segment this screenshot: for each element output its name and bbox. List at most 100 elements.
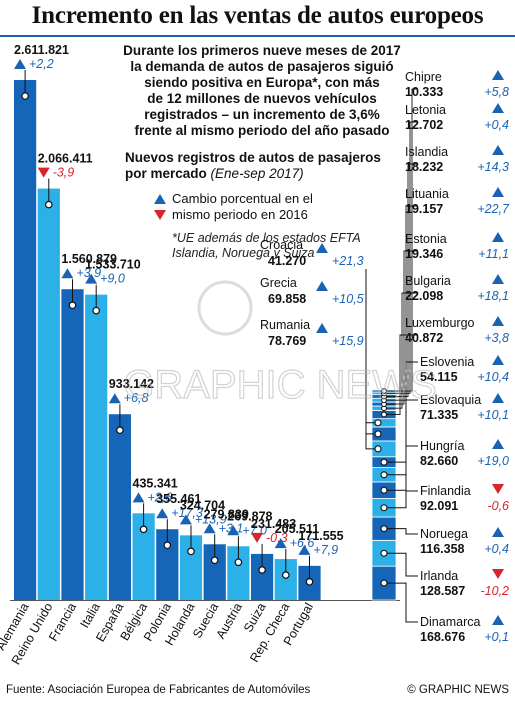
bar-change-label: +2,2	[29, 57, 54, 71]
segment-name-label: Islandia	[405, 145, 448, 159]
segment-change-label: -0,6	[487, 499, 509, 513]
change-up-icon	[298, 544, 311, 555]
footnote-line: *UE además de los estados EFTA	[172, 231, 361, 245]
intro-line: la demanda de autos de pasajeros siguió	[130, 59, 394, 74]
bar-change-label: +6,8	[124, 391, 149, 405]
bar-leader-dot	[68, 301, 77, 310]
change-down-icon	[492, 484, 504, 494]
change-up-icon	[492, 527, 504, 537]
legend-up-row: Cambio porcentual en el	[152, 191, 402, 207]
change-up-icon	[274, 538, 287, 549]
bar	[61, 289, 84, 600]
segment-leader-line	[384, 552, 418, 577]
segment-change-label: +10,1	[477, 408, 509, 422]
legend-label: Cambio porcentual en el	[172, 191, 313, 206]
segment-value-label: 71.335	[420, 408, 458, 422]
segment-value-label: 12.702	[405, 118, 443, 132]
segment-value-label: 69.858	[268, 292, 306, 306]
segment-change-label: +22,7	[477, 202, 510, 216]
bar-change-label: +17,3	[171, 506, 203, 520]
change-down-icon	[492, 569, 504, 579]
bar-leader-dot	[116, 426, 124, 435]
segment-leader-dot	[380, 486, 388, 494]
segment-change-label: +19,0	[477, 454, 509, 468]
intro-line: Durante los primeros nueve meses de 2017	[123, 43, 401, 58]
segment-name-label: Grecia	[260, 276, 297, 290]
segment-change-label: +10,5	[332, 292, 364, 306]
segment-name-label: Lituania	[405, 187, 449, 201]
bar-leader-dot	[163, 541, 172, 550]
segment-name-label: Eslovenia	[420, 355, 474, 369]
bar	[227, 546, 250, 600]
segment-leader-line	[384, 121, 418, 394]
bar	[274, 559, 297, 600]
segment-leader-dot	[380, 549, 388, 557]
bar-value-label: 231.483	[251, 517, 296, 531]
segment-change-label: +21,3	[332, 254, 364, 268]
segment-name-label: Irlanda	[420, 569, 458, 583]
bar-change-label: +6,6	[290, 536, 315, 550]
change-up-icon	[492, 145, 504, 155]
segment-value-label: 10.333	[405, 85, 443, 99]
bar-leader-dot	[139, 525, 148, 534]
intro-line: registrados – un incremento de 3,6%	[144, 107, 380, 122]
change-up-icon	[492, 232, 504, 242]
period-label: (Ene-sep 2017)	[210, 166, 304, 181]
footnote: *UE además de los estados EFTA Islandia,…	[172, 231, 402, 261]
bar-change-label: +9,0	[100, 272, 125, 286]
intro-line: frente al mismo periodo del año pasado	[134, 123, 390, 138]
bar-value-label: 205.511	[275, 522, 320, 536]
bar-value-label: 269.878	[227, 509, 272, 523]
segment-leader-line	[365, 269, 378, 424]
segment-leader-dot	[380, 471, 388, 479]
segment-leader-dot	[380, 504, 388, 512]
subhead-line: por mercado (Ene-sep 2017)	[125, 166, 415, 182]
change-up-icon	[14, 59, 26, 69]
title-rule	[0, 35, 515, 37]
bar-leader-dot	[258, 566, 266, 574]
change-down-icon	[251, 532, 263, 543]
segment-change-label: +11,1	[478, 247, 509, 261]
bar	[37, 188, 60, 600]
segment-name-label: Eslovaquia	[420, 393, 481, 407]
bar-value-label: 933.142	[109, 377, 154, 391]
segment-value-label: 116.358	[420, 542, 465, 556]
change-up-icon	[492, 393, 504, 403]
bar-value-label: 324.704	[180, 498, 225, 512]
change-up-icon	[492, 274, 504, 284]
change-up-icon	[108, 393, 121, 404]
segment-change-label: +0,1	[484, 630, 509, 644]
segment-name-label: Bulgaria	[405, 274, 451, 288]
down-triangle-icon	[154, 210, 166, 220]
segment-value-label: 18.232	[405, 160, 443, 174]
segment-leader-dot	[381, 388, 387, 394]
bar	[132, 513, 155, 600]
change-up-icon	[492, 439, 504, 449]
page-title: Incremento en las ventas de autos europe…	[31, 2, 484, 29]
legend-down-row: mismo periodo en 2016	[152, 207, 402, 223]
segment-name-label: Letonia	[405, 103, 446, 117]
segment-value-label: 128.587	[420, 584, 465, 598]
segment-change-label: +0,4	[484, 118, 509, 132]
segment-change-label: +3,8	[484, 331, 509, 345]
change-up-icon	[156, 508, 169, 519]
segment-name-label: Croacia	[260, 238, 303, 252]
bar-leader-dot	[92, 306, 101, 315]
change-up-icon	[132, 492, 145, 503]
bar-leader-dot	[305, 578, 314, 586]
bar-value-label: 355.461	[156, 492, 201, 506]
segment-value-label: 78.769	[268, 334, 306, 348]
change-up-icon	[61, 268, 74, 279]
legend: Cambio porcentual en el mismo periodo en…	[152, 191, 402, 223]
change-up-icon	[492, 70, 504, 80]
segment-leader-line	[384, 163, 418, 397]
bar-leader-dot	[210, 556, 219, 565]
segment-leader-dot	[374, 419, 382, 427]
segment-value-label: 54.115	[420, 370, 458, 384]
bar-value-label: 171.555	[298, 529, 343, 543]
segment-leader-dot	[380, 579, 388, 587]
bar	[203, 544, 226, 600]
intro-line: siendo positiva en Europa*, con más	[144, 75, 380, 90]
bar-leader-dot	[187, 547, 195, 556]
change-up-icon	[492, 316, 504, 326]
